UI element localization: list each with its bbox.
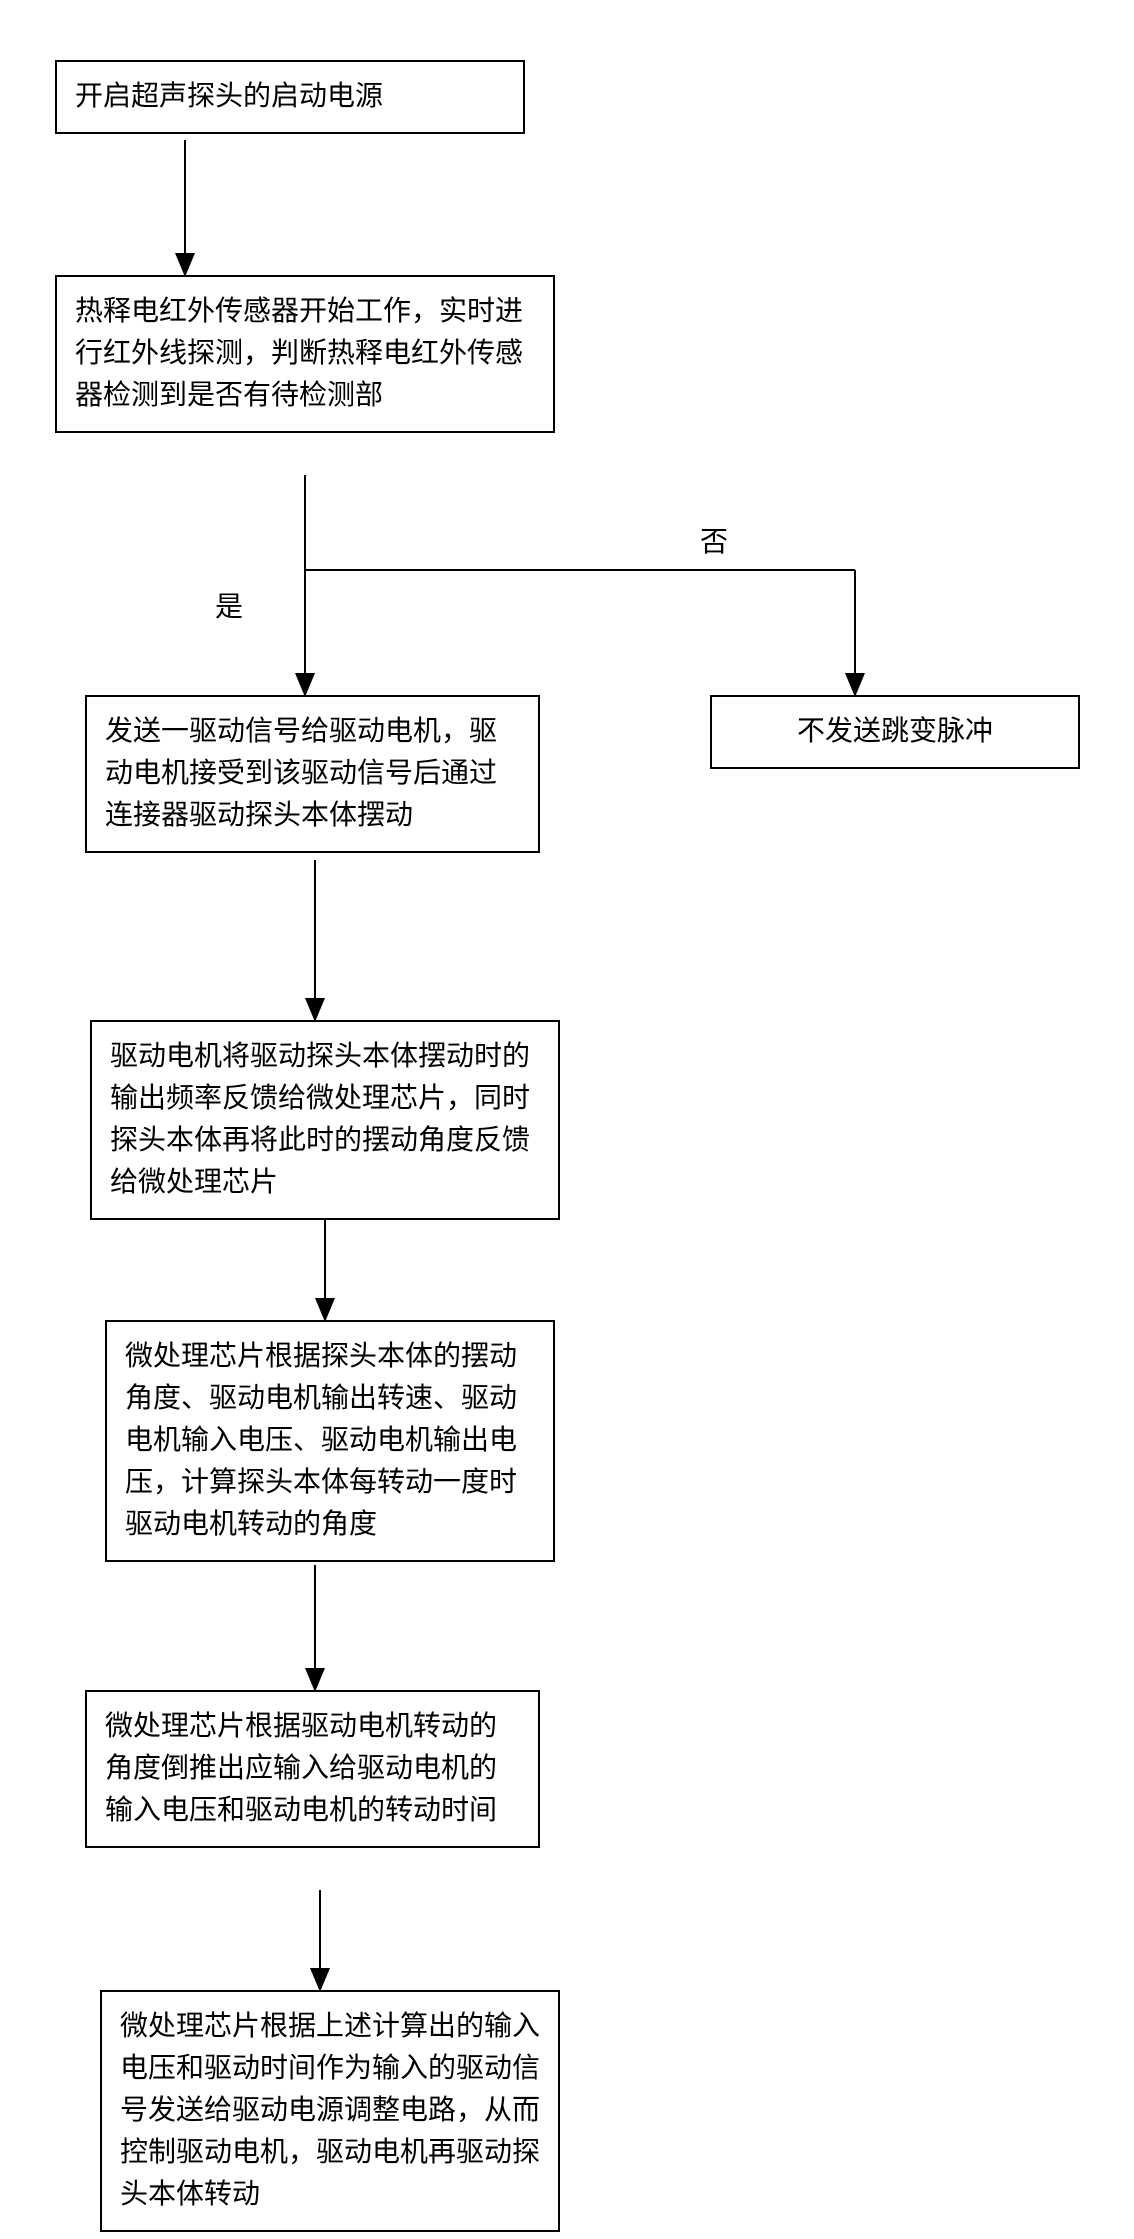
flowchart-node-derive: 微处理芯片根据驱动电机转动的角度倒推出应输入给驱动电机的输入电压和驱动电机的转动… — [85, 1690, 540, 1848]
branch-label-no: 否 — [700, 520, 728, 560]
flowchart-node-start: 开启超声探头的启动电源 — [55, 60, 525, 134]
flowchart-node-sensor: 热释电红外传感器开始工作，实时进行红外线探测，判断热释电红外传感器检测到是否有待… — [55, 275, 555, 433]
flowchart-node-drive-signal: 发送一驱动信号给驱动电机，驱动电机接受到该驱动信号后通过连接器驱动探头本体摆动 — [85, 695, 540, 853]
flowchart-container: 开启超声探头的启动电源 热释电红外传感器开始工作，实时进行红外线探测，判断热释电… — [0, 0, 1134, 2239]
branch-label-yes: 是 — [215, 585, 243, 625]
flowchart-node-calculate: 微处理芯片根据探头本体的摆动角度、驱动电机输出转速、驱动电机输入电压、驱动电机输… — [105, 1320, 555, 1562]
flowchart-node-feedback: 驱动电机将驱动探头本体摆动时的输出频率反馈给微处理芯片，同时探头本体再将此时的摆… — [90, 1020, 560, 1220]
flowchart-node-no-pulse: 不发送跳变脉冲 — [710, 695, 1080, 769]
flowchart-node-output: 微处理芯片根据上述计算出的输入电压和驱动时间作为输入的驱动信号发送给驱动电源调整… — [100, 1990, 560, 2232]
